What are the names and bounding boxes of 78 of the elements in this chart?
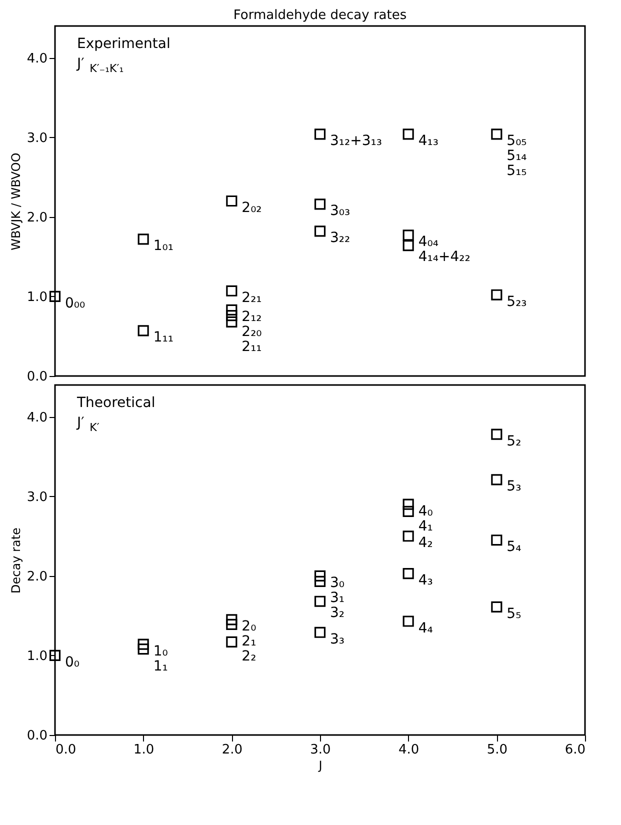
annotation: 4₂	[418, 535, 433, 552]
point	[402, 230, 414, 241]
annotation: 5₁₅	[506, 163, 527, 180]
x-axis-title: J	[318, 758, 322, 772]
x-tick-label: 3.0	[310, 742, 331, 758]
annotation: 5₃	[506, 478, 522, 495]
y-tick-label: 2.0	[26, 569, 48, 584]
annotation: 5₅	[506, 606, 522, 622]
annotation: 4₃	[418, 572, 433, 589]
annotation: 1₀	[153, 643, 168, 660]
y-axis-title: Decay rate	[8, 528, 23, 594]
annotation: 2₁₁	[242, 338, 262, 355]
x-tick-label: 1.0	[133, 742, 154, 758]
annotation: 5₄	[506, 539, 522, 556]
annotation: 0₀₀	[65, 295, 86, 312]
point	[314, 226, 326, 237]
annotation: 3₁	[330, 590, 345, 606]
point	[138, 325, 149, 336]
annotation: 4₄	[418, 620, 434, 636]
x-tick-label: 0.0	[56, 742, 76, 758]
annotation: Theoretical	[76, 395, 156, 411]
annotation: 2₁₂	[242, 308, 262, 325]
annotation: 4₁₄+4₂₂	[418, 249, 470, 266]
annotation: 3₂	[330, 604, 345, 621]
point	[226, 195, 238, 207]
annotation: 4₁₃	[418, 133, 438, 150]
chart-title: Formaldehyde decay rates	[233, 8, 407, 23]
y-tick-label: 0.0	[26, 728, 48, 744]
y-tick-label: 1.0	[26, 648, 48, 664]
y-tick-label: 1.0	[26, 290, 48, 305]
annotation: 2₂₀	[242, 324, 262, 340]
x-tick-label: 6.0	[564, 742, 586, 758]
annotation: Experimental	[77, 36, 170, 52]
annotation: 5₁₄	[506, 148, 528, 164]
annotation: 3₃	[330, 631, 345, 648]
annotation: 5₂	[506, 433, 522, 450]
y-tick-label: 3.0	[26, 130, 48, 146]
y-axis-title: WBVJK / WBVOO	[8, 152, 23, 250]
x-tick-label: 5.0	[486, 742, 508, 758]
annotation: 5₀₅	[506, 133, 527, 150]
y-tick-label: 2.0	[26, 210, 48, 226]
y-tick-label: 4.0	[26, 410, 48, 426]
annotation: 2₁	[242, 634, 256, 650]
point	[226, 304, 238, 316]
annotation: J′K′₋₁K′₁	[76, 56, 124, 75]
annotation: 2₂	[242, 648, 256, 665]
annotation: 2₀	[242, 618, 257, 635]
point	[226, 316, 238, 328]
annotation: J′K′	[76, 415, 100, 434]
point	[49, 290, 61, 302]
point	[138, 234, 149, 245]
point	[402, 128, 414, 140]
annotation: 4₀₄	[418, 234, 439, 250]
y-tick-label: 3.0	[26, 490, 48, 505]
annotation: 4₁	[418, 518, 433, 534]
point	[226, 310, 238, 322]
annotation: 2₀₂	[242, 200, 262, 216]
annotation: 3₀₃	[330, 203, 350, 220]
x-tick-label: 4.0	[398, 742, 420, 758]
annotation: 0₀	[65, 654, 80, 670]
y-tick-label: 4.0	[26, 51, 48, 66]
annotation: 1₀₁	[153, 238, 174, 254]
point	[491, 128, 502, 140]
annotation: 5₂₃	[506, 294, 527, 310]
annotation: 3₁₂+3₁₃	[330, 133, 382, 150]
annotation: 1₁	[153, 658, 168, 674]
y-tick-label: 0.0	[26, 370, 48, 384]
point	[402, 240, 414, 252]
annotation: 4₀	[418, 503, 434, 520]
point	[226, 285, 238, 296]
x-tick-label: 2.0	[222, 742, 243, 758]
annotation: 3₀	[330, 574, 345, 591]
annotation: 2₂₁	[242, 290, 262, 306]
point	[314, 198, 326, 210]
annotation: 3₂₂	[330, 230, 350, 246]
point	[491, 289, 502, 300]
point	[314, 128, 326, 140]
annotation: 1₁₁	[153, 330, 174, 346]
